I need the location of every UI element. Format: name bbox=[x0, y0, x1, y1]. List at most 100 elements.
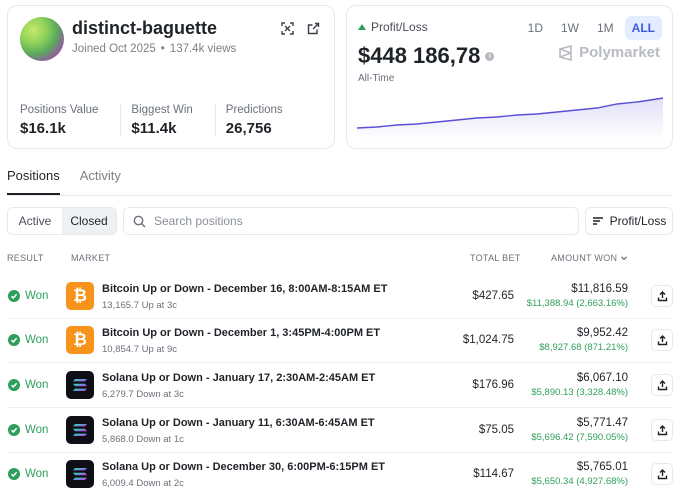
profit-loss-card: Profit/Loss 1D 1W 1M ALL $448 186,78 i P… bbox=[346, 5, 673, 149]
result-label: Won bbox=[25, 424, 49, 436]
pnl-chart-area bbox=[357, 98, 663, 140]
view-count: 137.4k views bbox=[169, 43, 237, 55]
search-icon bbox=[133, 215, 146, 227]
header-total-bet: TOTAL BET bbox=[470, 253, 521, 263]
table-row[interactable]: Won ₿ Bitcoin Up or Down - December 16, … bbox=[0, 275, 680, 319]
tab-activity[interactable]: Activity bbox=[79, 168, 121, 183]
brand-name: Polymarket bbox=[579, 44, 660, 61]
range-tab-1w[interactable]: 1W bbox=[561, 21, 579, 35]
profit-value: $5,696.42 (7,590.05%) bbox=[531, 432, 628, 443]
total-bet: $114.67 bbox=[473, 468, 514, 480]
stat-value: $16.1k bbox=[20, 120, 66, 137]
polymarket-logo: Polymarket bbox=[558, 44, 660, 61]
profile-meta: Joined Oct 2025 • 137.4k views bbox=[72, 43, 237, 55]
header-amount-won-label: AMOUNT WON bbox=[551, 253, 618, 263]
market-title[interactable]: Solana Up or Down - January 11, 6:30AM-6… bbox=[102, 417, 375, 429]
header-amount-won[interactable]: AMOUNT WON bbox=[551, 253, 628, 263]
share-icon bbox=[657, 334, 667, 345]
polymarket-logo-icon bbox=[559, 44, 572, 61]
stat-biggest-win: Biggest Win $11.4k bbox=[120, 104, 202, 137]
table-row[interactable]: Won Solana Up or Down - January 11, 6:30… bbox=[0, 409, 680, 453]
header-result: RESULT bbox=[7, 253, 44, 263]
segment-closed[interactable]: Closed bbox=[62, 208, 116, 234]
total-bet: $75.05 bbox=[478, 424, 514, 436]
total-bet: $427.65 bbox=[472, 290, 514, 302]
share-button[interactable] bbox=[651, 374, 673, 396]
stat-predictions: Predictions 26,756 bbox=[214, 104, 293, 137]
stat-label: Biggest Win bbox=[131, 104, 193, 116]
sort-profit-loss-button[interactable]: Profit/Loss bbox=[585, 207, 673, 235]
market-position: 5,868.0 Down at 1c bbox=[102, 434, 184, 445]
profile-stats: Positions Value $16.1k Biggest Win $11.4… bbox=[20, 104, 305, 137]
profile-card: distinct-baguette Joined Oct 2025 • 137.4k… bbox=[7, 5, 335, 149]
joined-date: Joined Oct 2025 bbox=[72, 43, 156, 55]
amount-won-value: $5,765.01 bbox=[576, 461, 628, 473]
pnl-value: $448 186,78 i bbox=[358, 43, 495, 69]
amount-won-value: $11,816.59 bbox=[571, 283, 628, 295]
username: distinct-baguette bbox=[72, 18, 218, 38]
tab-positions[interactable]: Positions bbox=[7, 168, 60, 195]
result-badge: Won bbox=[8, 379, 48, 391]
result-badge: Won bbox=[8, 334, 48, 346]
pnl-title: Profit/Loss bbox=[358, 20, 428, 34]
pnl-amount: $448 186,78 bbox=[358, 43, 481, 68]
check-circle-icon bbox=[8, 334, 20, 346]
stat-value: 26,756 bbox=[225, 120, 272, 137]
table-row[interactable]: Won Solana Up or Down - December 30, 6:0… bbox=[0, 453, 680, 497]
chevron-down-icon bbox=[621, 256, 628, 261]
share-icon bbox=[657, 424, 667, 435]
result-label: Won bbox=[25, 290, 49, 302]
market-position: 6,009.4 Down at 2c bbox=[102, 478, 184, 489]
share-button[interactable] bbox=[651, 285, 673, 307]
status-segmented-control: Active Closed bbox=[7, 207, 117, 235]
table-row[interactable]: Won ₿ Bitcoin Up or Down - December 1, 3… bbox=[0, 319, 680, 363]
sort-icon bbox=[592, 217, 603, 225]
bitcoin-icon: ₿ bbox=[66, 282, 94, 310]
solana-icon bbox=[66, 460, 94, 488]
table-row[interactable]: Won Solana Up or Down - January 17, 2:30… bbox=[0, 364, 680, 408]
check-circle-icon bbox=[8, 424, 20, 436]
share-button[interactable] bbox=[651, 329, 673, 351]
info-icon[interactable]: i bbox=[485, 51, 495, 61]
amount-won-value: $5,771.47 bbox=[576, 417, 628, 429]
stat-label: Positions Value bbox=[20, 104, 99, 116]
row-divider bbox=[7, 318, 673, 319]
solana-icon bbox=[66, 416, 94, 444]
pnl-title-label: Profit/Loss bbox=[371, 20, 428, 34]
range-tab-1m[interactable]: 1M bbox=[597, 21, 614, 35]
result-label: Won bbox=[25, 379, 49, 391]
result-label: Won bbox=[25, 468, 49, 480]
share-button[interactable] bbox=[651, 419, 673, 441]
pnl-chart-line bbox=[357, 97, 663, 129]
market-title[interactable]: Bitcoin Up or Down - December 1, 3:45PM-… bbox=[102, 327, 381, 339]
amount-won: $5,771.47 $5,696.42 (7,590.05%) bbox=[531, 417, 628, 443]
market-position: 6,279.7 Down at 3c bbox=[102, 389, 184, 400]
check-circle-icon bbox=[8, 468, 20, 480]
pnl-chart bbox=[357, 97, 663, 140]
stat-positions-value: Positions Value $16.1k bbox=[20, 104, 108, 137]
avatar[interactable] bbox=[20, 17, 64, 61]
share-icon bbox=[657, 379, 667, 390]
scan-icon[interactable] bbox=[279, 20, 295, 36]
row-divider bbox=[7, 362, 673, 363]
row-divider bbox=[7, 407, 673, 408]
profit-value: $11,388.94 (2,663.16%) bbox=[526, 298, 628, 309]
external-link-icon[interactable] bbox=[305, 20, 321, 36]
tabs-divider bbox=[7, 195, 673, 196]
amount-won-value: $9,952.42 bbox=[576, 327, 628, 339]
result-badge: Won bbox=[8, 424, 48, 436]
share-button[interactable] bbox=[651, 463, 673, 485]
market-title[interactable]: Solana Up or Down - December 30, 6:00PM-… bbox=[102, 461, 386, 473]
range-tab-all[interactable]: ALL bbox=[624, 16, 662, 40]
share-icon bbox=[657, 290, 667, 301]
market-title[interactable]: Bitcoin Up or Down - December 16, 8:00AM… bbox=[102, 283, 388, 295]
total-bet: $1,024.75 bbox=[462, 334, 514, 346]
market-position: 13,165.7 Up at 3c bbox=[102, 300, 177, 311]
bitcoin-icon: ₿ bbox=[66, 326, 94, 354]
profit-value: $8,927.68 (871.21%) bbox=[539, 342, 628, 353]
range-tab-1d[interactable]: 1D bbox=[527, 21, 543, 35]
segment-active[interactable]: Active bbox=[18, 214, 52, 228]
result-label: Won bbox=[25, 334, 49, 346]
market-title[interactable]: Solana Up or Down - January 17, 2:30AM-2… bbox=[102, 372, 376, 384]
search-input[interactable] bbox=[154, 214, 554, 228]
